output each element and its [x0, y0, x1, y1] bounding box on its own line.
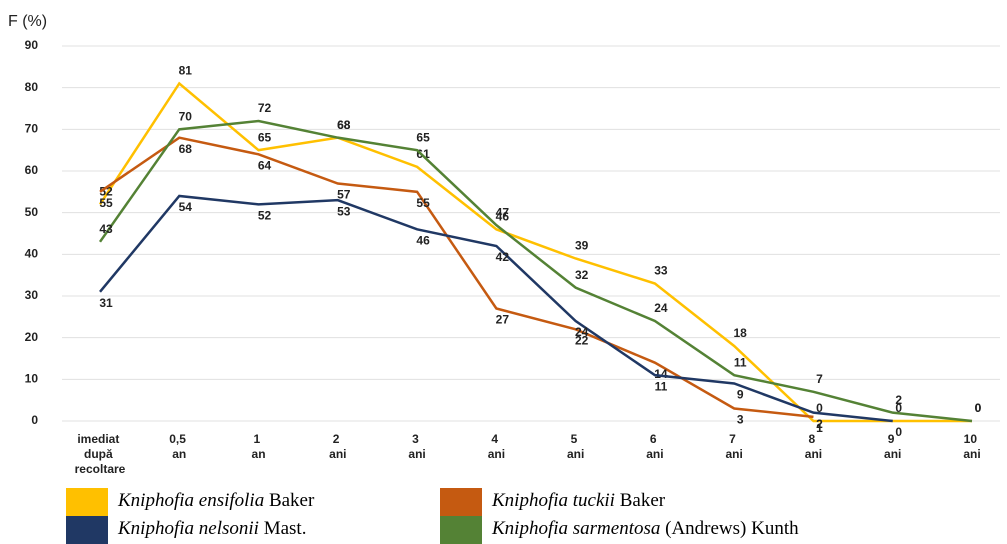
series-line: [98, 119, 973, 423]
data-label: 57: [337, 188, 351, 202]
data-label: 55: [99, 196, 113, 210]
data-label: 1: [816, 421, 823, 435]
data-label: 2: [895, 393, 902, 407]
legend-label: Kniphofia ensifolia Baker: [117, 490, 315, 511]
legend-swatch: [66, 516, 108, 544]
x-tick-label: 6 ani: [646, 432, 663, 461]
data-label: 46: [496, 210, 510, 224]
data-label: 31: [99, 296, 113, 310]
data-label: 72: [258, 101, 272, 115]
series-line: [98, 81, 972, 423]
legend-swatch: [440, 516, 482, 544]
y-tick-label: 40: [25, 247, 39, 261]
data-label: 11: [655, 379, 668, 393]
data-label: 61: [416, 147, 430, 161]
y-tick-label: 50: [25, 205, 39, 219]
x-tick-label: 1 an: [252, 432, 266, 461]
y-tick-label: 0: [31, 413, 38, 427]
x-tick-label: 5 ani: [567, 432, 584, 461]
x-tick-label: 10 ani: [963, 432, 980, 461]
legend-label: Kniphofia tuckii Baker: [491, 490, 666, 511]
data-label: 0: [975, 401, 982, 415]
y-tick-label: 60: [25, 163, 39, 177]
data-label: 42: [496, 250, 510, 264]
data-label: 2: [816, 417, 823, 431]
data-label: 65: [416, 130, 430, 144]
series-line: [99, 194, 893, 423]
data-label: 9: [737, 388, 744, 402]
data-label: 70: [179, 110, 193, 124]
data-label: 81: [179, 64, 193, 78]
legend-swatch: [440, 488, 482, 516]
data-label: 22: [575, 334, 589, 348]
data-label: 7: [816, 372, 823, 386]
data-label: 18: [734, 326, 748, 340]
y-tick-label: 70: [25, 122, 39, 136]
data-label: 24: [575, 325, 589, 339]
data-label: 0: [975, 401, 982, 415]
data-label: 33: [654, 264, 668, 278]
legend-label: Kniphofia sarmentosa (Andrews) Kunth: [491, 518, 799, 539]
y-tick-label: 80: [25, 80, 39, 94]
data-label: 68: [179, 142, 193, 156]
series-line: [99, 136, 814, 419]
data-label: 32: [575, 268, 589, 282]
data-label: 39: [575, 239, 589, 253]
data-label: 68: [337, 118, 351, 132]
y-tick-label: 20: [25, 330, 39, 344]
x-tick-label: 3 ani: [408, 432, 425, 461]
data-label: 46: [416, 234, 430, 248]
data-label: 0: [816, 401, 823, 415]
data-label: 54: [179, 200, 193, 214]
y-axis-label: F (%): [8, 13, 47, 30]
data-label: 27: [496, 313, 510, 327]
data-label: 68: [337, 118, 351, 132]
x-tick-label: 8 ani: [805, 432, 822, 461]
data-label: 52: [258, 209, 272, 223]
x-tick-label: 4 ani: [488, 432, 505, 461]
data-label: 55: [416, 196, 430, 210]
y-tick-label: 30: [25, 288, 39, 302]
data-label: 52: [99, 185, 113, 199]
x-tick-label: 9 ani: [884, 432, 901, 461]
data-label: 0: [895, 401, 902, 415]
x-tick-label: imediat după recoltare: [75, 432, 126, 476]
data-label: 11: [734, 355, 747, 369]
data-label: 3: [737, 413, 744, 427]
x-tick-label: 2 ani: [329, 432, 346, 461]
data-label: 43: [99, 222, 113, 236]
y-tick-label: 90: [25, 38, 39, 52]
data-label: 64: [258, 159, 272, 173]
legend-swatch: [66, 488, 108, 516]
data-label: 24: [654, 301, 668, 315]
data-label: 47: [496, 205, 510, 219]
x-tick-label: 7 ani: [726, 432, 743, 461]
data-label: 53: [337, 204, 351, 218]
legend-label: Kniphofia nelsonii Mast.: [117, 518, 306, 539]
x-tick-label: 0,5 an: [169, 432, 189, 461]
data-label: 0: [895, 425, 902, 439]
y-tick-label: 10: [25, 372, 39, 386]
data-label: 65: [258, 130, 272, 144]
